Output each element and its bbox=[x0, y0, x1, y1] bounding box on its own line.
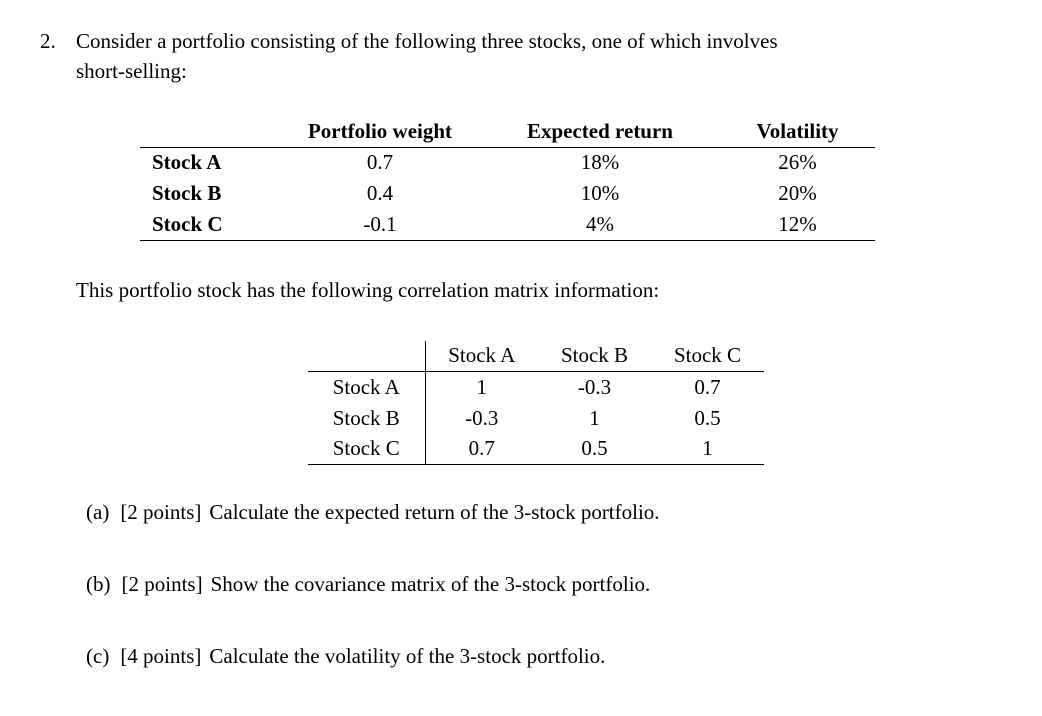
table-row: Stock C 0.7 0.5 1 bbox=[308, 433, 764, 465]
correlation-row-b-label: Stock B bbox=[308, 402, 426, 434]
corr-a-b: -0.3 bbox=[577, 374, 612, 399]
question-b-points: [2 points] bbox=[121, 572, 203, 596]
correlation-header-empty bbox=[308, 340, 426, 372]
table-row: Stock B 0.4 10% 20% bbox=[140, 178, 875, 209]
stock-c-volatility: 12% bbox=[720, 209, 875, 241]
stocks-header-empty bbox=[140, 116, 280, 148]
correlation-row-c-label: Stock C bbox=[308, 433, 426, 465]
question-c: (c) [4 points] Calculate the volatility … bbox=[86, 641, 1002, 671]
question-a: (a) [2 points] Calculate the expected re… bbox=[86, 497, 1002, 527]
question-b-label: (b) bbox=[86, 572, 111, 596]
question-c-text: Calculate the volatility of the 3-stock … bbox=[209, 644, 606, 668]
stock-b-weight: 0.4 bbox=[366, 181, 394, 205]
question-c-points: [4 points] bbox=[120, 644, 202, 668]
stocks-table-header-row: Portfolio weight Expected return Volatil… bbox=[140, 116, 875, 148]
stock-a-weight: 0.7 bbox=[366, 150, 394, 175]
table-row: Stock A 1 -0.3 0.7 bbox=[308, 371, 764, 403]
stock-c-return: 4% bbox=[480, 209, 720, 241]
correlation-header-stock-b: Stock B bbox=[538, 340, 651, 372]
stocks-table: Portfolio weight Expected return Volatil… bbox=[140, 116, 875, 241]
question-c-label: (c) bbox=[86, 644, 110, 668]
table-row: Stock B -0.3 1 0.5 bbox=[308, 402, 764, 434]
stock-b-volatility: 20% bbox=[778, 181, 817, 205]
document-page: 2. Consider a portfolio consisting of th… bbox=[40, 26, 1002, 671]
stock-a-label: Stock A bbox=[152, 150, 222, 175]
correlation-matrix-table: Stock A Stock B Stock C Stock A 1 -0.3 0… bbox=[308, 340, 764, 465]
question-a-points: [2 points] bbox=[120, 500, 202, 524]
correlation-header-row: Stock A Stock B Stock C bbox=[308, 340, 764, 372]
stock-b-label: Stock B bbox=[152, 181, 222, 205]
stock-a-return: 18% bbox=[580, 150, 620, 175]
problem-statement: 2. Consider a portfolio consisting of th… bbox=[40, 26, 1002, 86]
corr-a-c: 0.7 bbox=[694, 374, 721, 399]
stock-c-weight: -0.1 bbox=[280, 209, 480, 241]
problem-intro-line-2: short-selling: bbox=[76, 59, 187, 83]
corr-b-c: 0.5 bbox=[694, 405, 721, 430]
question-a-text: Calculate the expected return of the 3-s… bbox=[209, 500, 660, 524]
question-b: (b) [2 points] Show the covariance matri… bbox=[86, 569, 1002, 599]
correlation-row-a-label: Stock A bbox=[308, 371, 426, 403]
corr-c-b: 0.5 bbox=[538, 433, 651, 465]
problem-number: 2. bbox=[40, 29, 56, 53]
table-row: Stock A 0.7 18% 26% bbox=[140, 147, 875, 178]
table-row: Stock C -0.1 4% 12% bbox=[140, 209, 875, 241]
correlation-intro: This portfolio stock has the following c… bbox=[76, 277, 660, 302]
corr-a-a: 1 bbox=[476, 374, 488, 399]
problem-intro: Consider a portfolio consisting of the f… bbox=[76, 26, 1002, 86]
question-a-label: (a) bbox=[86, 500, 110, 524]
stocks-header-volatility: Volatility bbox=[720, 116, 875, 148]
question-b-text: Show the covariance matrix of the 3-stoc… bbox=[210, 572, 651, 596]
corr-b-a: -0.3 bbox=[465, 405, 499, 430]
stocks-header-return: Expected return bbox=[480, 116, 720, 148]
stock-a-volatility: 26% bbox=[778, 150, 817, 175]
stocks-header-weight: Portfolio weight bbox=[280, 116, 480, 148]
corr-b-b: 1 bbox=[589, 405, 600, 430]
stock-b-return: 10% bbox=[580, 181, 620, 205]
correlation-header-stock-c: Stock C bbox=[651, 340, 764, 372]
stock-c-label: Stock C bbox=[140, 209, 280, 241]
corr-c-c: 1 bbox=[651, 433, 764, 465]
corr-c-a: 0.7 bbox=[425, 433, 538, 465]
problem-intro-line-1: Consider a portfolio consisting of the f… bbox=[76, 29, 778, 53]
correlation-header-stock-a: Stock A bbox=[425, 340, 538, 372]
